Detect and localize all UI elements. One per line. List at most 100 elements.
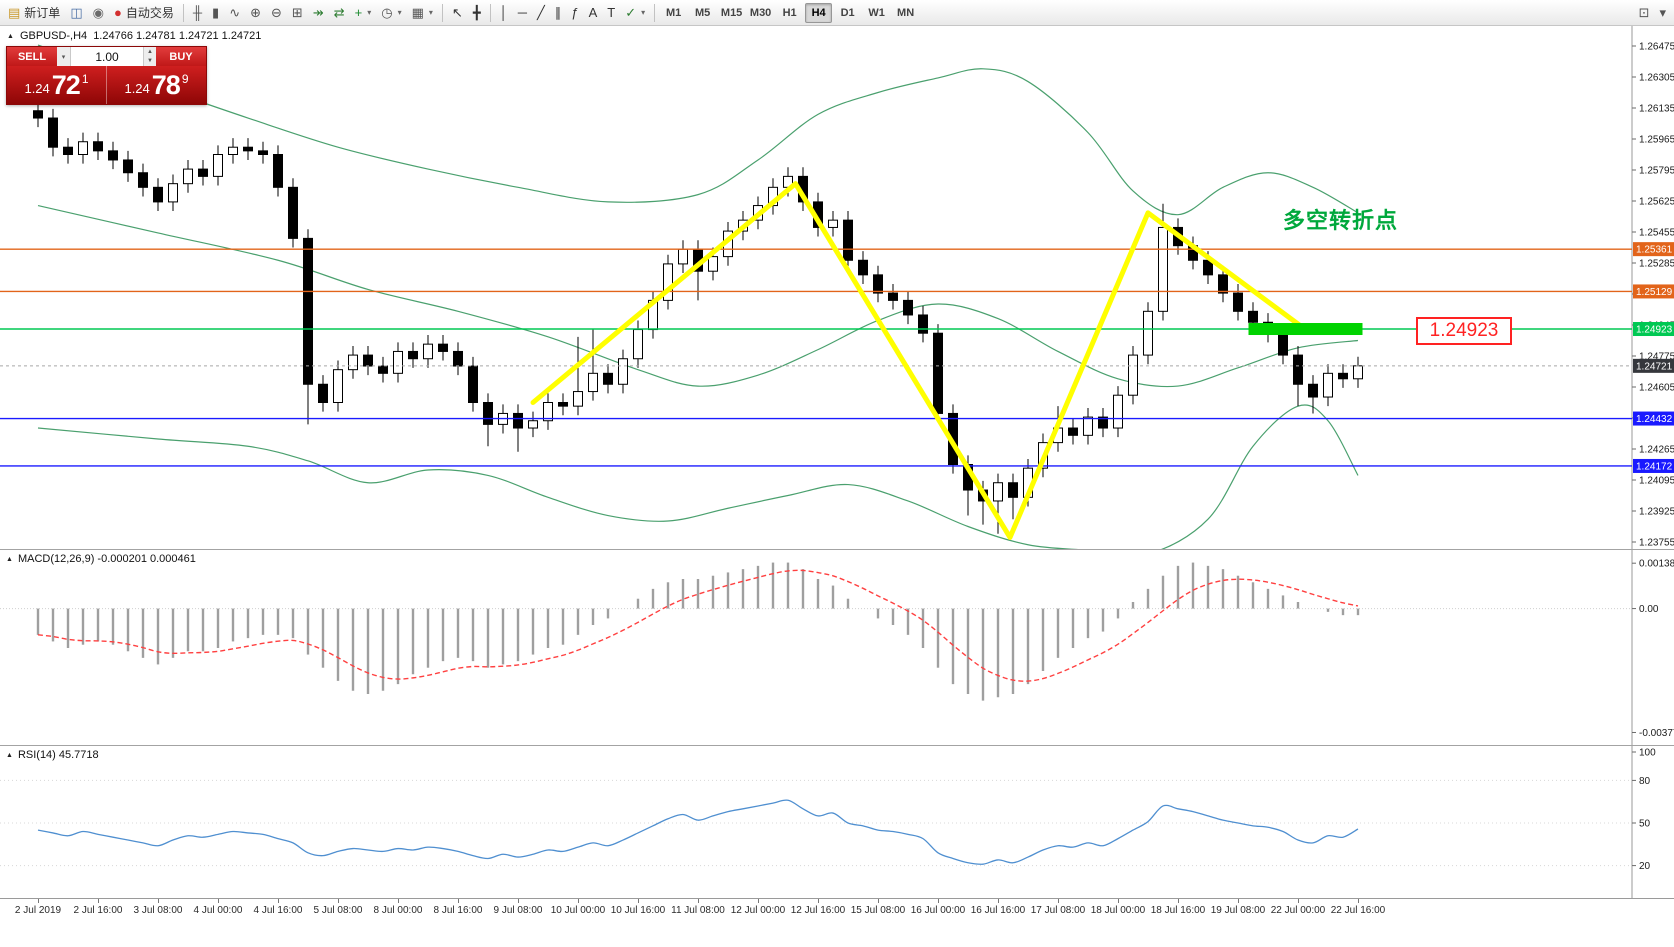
svg-text:1.25625: 1.25625 [1639, 197, 1674, 208]
timeframe-d1-button[interactable]: D1 [840, 6, 855, 19]
toolbar-separator [441, 3, 443, 22]
bar-chart-icon: ╫ [192, 5, 203, 20]
time-label: 10 Jul 16:00 [610, 905, 666, 916]
rsi-panel-splitter[interactable] [0, 745, 1674, 746]
time-label: 22 Jul 00:00 [1270, 905, 1326, 916]
chart-windows-button[interactable]: ◫ [65, 2, 87, 24]
new-window-button[interactable]: ⊡ [1634, 2, 1655, 24]
cursor-button[interactable]: ↖ [447, 2, 468, 24]
time-tick [458, 899, 459, 903]
tile-windows-button[interactable]: ⊞ [287, 2, 308, 24]
macd-scale[interactable]: 0.001381 0.00 -0.003771 [1632, 559, 1674, 739]
time-axis[interactable]: 2 Jul 2019 2 Jul 16:00 3 Jul 08:00 4 Jul 00… [0, 898, 1674, 928]
profiles-icon: ◉ [92, 5, 104, 20]
zoom-out-button[interactable]: ⊖ [266, 2, 287, 24]
svg-text:1.24923: 1.24923 [1636, 325, 1673, 336]
new-order-icon: ▤ [8, 5, 21, 20]
one-click-collapse-icon[interactable]: ▲ [7, 32, 14, 40]
zoom-in-icon: ⊕ [250, 5, 262, 20]
sell-price-button[interactable]: 1.24 72 1 [7, 66, 107, 104]
timeframe-m1-button[interactable]: M1 [665, 6, 682, 19]
arrows-button[interactable]: ✓ ▾ [620, 2, 650, 24]
svg-text:1.25965: 1.25965 [1639, 135, 1674, 146]
vertical-line-button[interactable]: │ [495, 2, 513, 24]
svg-text:1.24172: 1.24172 [1636, 461, 1673, 472]
text-label-button[interactable]: T [602, 2, 620, 24]
auto-scroll-button[interactable]: ↠ [308, 2, 329, 24]
price-callout-label[interactable]: 1.24923 [1416, 317, 1512, 345]
bar-chart-button[interactable]: ╫ [188, 2, 207, 24]
macd-panel-splitter[interactable] [0, 549, 1674, 550]
rsi-panel-canvas[interactable]: 100 80 50 20 [0, 746, 1674, 898]
timeframe-mn-button[interactable]: MN [897, 6, 915, 19]
crosshair-icon: ╋ [472, 5, 481, 20]
timeframe-w1-button[interactable]: W1 [868, 6, 885, 19]
profiles-button[interactable]: ◉ [88, 2, 109, 24]
toolbar: ▤ 新订单 ◫ ◉ ● 自动交易 ╫ ▮ ∿ ⊕ ⊖ ⊞ ↠ ⇄ + ▾ ◷ ▾ ▦ ▾ ↖ ╋ │ ─ ╱ ∥ ƒ A T ✓ ▾ M1 M5… [0, 0, 1674, 26]
volume-input[interactable] [71, 47, 143, 66]
timeframe-m15-button[interactable]: M15 [720, 6, 743, 19]
horizontal-line-button[interactable]: ─ [513, 2, 532, 24]
timeframe-m5-button[interactable]: M5 [694, 6, 711, 19]
candlestick-series [33, 101, 1363, 534]
svg-text:1.25361: 1.25361 [1636, 245, 1673, 256]
svg-text:1.24265: 1.24265 [1639, 445, 1674, 456]
indicators-button[interactable]: + ▾ [350, 2, 377, 24]
rsi-collapse-icon[interactable]: ▲ [6, 751, 13, 759]
periods-button[interactable]: ◷ ▾ [376, 2, 406, 24]
fibonacci-icon: ƒ [571, 5, 579, 20]
autotrading-button-label: 自动交易 [125, 6, 174, 20]
dropdown-caret-icon: ▾ [641, 8, 646, 17]
buy-price-sup: 9 [181, 72, 189, 86]
chart-shift-button[interactable]: ⇄ [329, 2, 350, 24]
rsi-title: ▲ RSI(14) 45.7718 [6, 749, 99, 761]
volume-decrease-button[interactable]: ▼ [147, 58, 153, 65]
macd-histogram [36, 562, 1360, 701]
sell-button[interactable]: SELL [7, 47, 57, 66]
ohlc-values: 1.24766 1.24781 1.24721 1.24721 [93, 30, 262, 42]
time-label: 3 Jul 08:00 [133, 905, 183, 916]
buy-price-button[interactable]: 1.24 78 9 [107, 66, 206, 104]
fibonacci-button[interactable]: ƒ [566, 2, 583, 24]
timeframe-h4-button[interactable]: H4 [805, 2, 833, 23]
new-window-icon: ⊡ [1638, 5, 1650, 20]
templates-button[interactable]: ▦ ▾ [407, 2, 438, 24]
buy-button[interactable]: BUY [156, 47, 206, 66]
new-order-button[interactable]: ▤ 新订单 [3, 2, 65, 24]
svg-text:1.25795: 1.25795 [1639, 166, 1674, 177]
zoom-in-button[interactable]: ⊕ [245, 2, 266, 24]
time-label: 18 Jul 00:00 [1090, 905, 1146, 916]
macd-panel-canvas[interactable]: 0.001381 0.00 -0.003771 [0, 550, 1674, 746]
crosshair-button[interactable]: ╋ [468, 2, 486, 24]
svg-text:1.26475: 1.26475 [1639, 42, 1674, 53]
toolbar-options-icon: ▾ [1659, 5, 1666, 20]
text-label-icon: T [607, 5, 616, 20]
toolbar-options-button[interactable]: ▾ [1654, 2, 1671, 24]
time-label: 2 Jul 16:00 [73, 905, 123, 916]
time-tick [998, 899, 999, 903]
text-button[interactable]: A [584, 2, 603, 24]
turning-point-annotation[interactable]: 多空转折点 [1283, 208, 1399, 233]
time-label: 8 Jul 16:00 [433, 905, 483, 916]
time-tick [758, 899, 759, 903]
svg-text:1.26135: 1.26135 [1639, 104, 1674, 115]
periods-icon: ◷ [381, 5, 393, 20]
line-chart-button[interactable]: ∿ [224, 2, 245, 24]
timeframe-h1-button[interactable]: H1 [782, 6, 797, 19]
rsi-scale[interactable]: 100 80 50 20 [1632, 748, 1656, 873]
candlestick-chart-button[interactable]: ▮ [207, 2, 224, 24]
autotrading-button[interactable]: ● 自动交易 [109, 2, 179, 24]
volume-increase-button[interactable]: ▲ [147, 48, 153, 55]
main-chart-canvas[interactable]: 1.26475 1.26305 1.26135 1.25965 1.25795 1.256… [0, 26, 1674, 550]
macd-collapse-icon[interactable]: ▲ [6, 555, 13, 563]
time-tick [158, 899, 159, 903]
timeframe-m30-button[interactable]: M30 [749, 6, 772, 19]
time-tick [338, 899, 339, 903]
zigzag-trendline[interactable] [530, 181, 1308, 540]
turning-point-marker[interactable] [1248, 323, 1363, 336]
trendline-icon: ╱ [537, 5, 545, 20]
volume-dropdown-caret-icon[interactable]: ▾ [57, 47, 71, 66]
time-tick [878, 899, 879, 903]
trendline-button[interactable]: ╱ [532, 2, 550, 24]
equidistant-channel-button[interactable]: ∥ [550, 2, 567, 24]
